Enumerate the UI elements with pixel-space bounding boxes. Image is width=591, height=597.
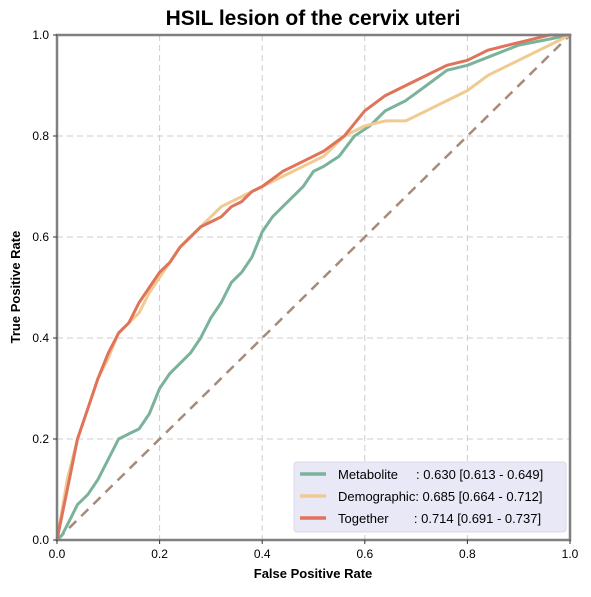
roc-curve-demographic (55, 33, 572, 542)
y-tick-label: 1.0 (32, 28, 49, 42)
roc-curve-metabolite (55, 33, 572, 542)
chance-diagonal-line (56, 34, 571, 541)
x-tick-label: 0.4 (254, 547, 271, 561)
x-axis-label: False Positive Rate (254, 566, 373, 581)
y-tick-label: 0.0 (32, 533, 49, 547)
x-tick-label: 0.2 (151, 547, 168, 561)
legend-entry: Metabolite : 0.630 [0.613 - 0.649] (338, 467, 543, 482)
x-tick-label: 0.6 (356, 547, 373, 561)
x-tick-label: 1.0 (562, 547, 579, 561)
grid (57, 35, 570, 540)
y-tick-label: 0.2 (32, 432, 49, 446)
roc-curve-together (55, 33, 572, 542)
x-tick-label: 0.8 (459, 547, 476, 561)
chart-title: HSIL lesion of the cervix uteri (166, 7, 461, 30)
y-tick-label: 0.6 (32, 230, 49, 244)
y-tick-label: 0.4 (32, 331, 49, 345)
series-group (55, 33, 572, 542)
x-tick-label: 0.0 (49, 547, 66, 561)
y-tick-label: 0.8 (32, 129, 49, 143)
plot-frame (55, 33, 572, 542)
legend-box (293, 461, 567, 533)
legend-entry: Together : 0.714 [0.691 - 0.737] (338, 511, 541, 526)
legend-entry: Demographic: 0.685 [0.664 - 0.712] (338, 489, 543, 504)
legend: Metabolite : 0.630 [0.613 - 0.649] Demogr… (293, 461, 567, 533)
reference-line-group (56, 34, 571, 541)
y-axis-label: True Positive Rate (8, 231, 23, 344)
ticks: 0.0 0.2 0.4 0.6 0.8 1.0 0.0 0.2 0.4 0.6 0.8 1.0 (32, 28, 578, 561)
